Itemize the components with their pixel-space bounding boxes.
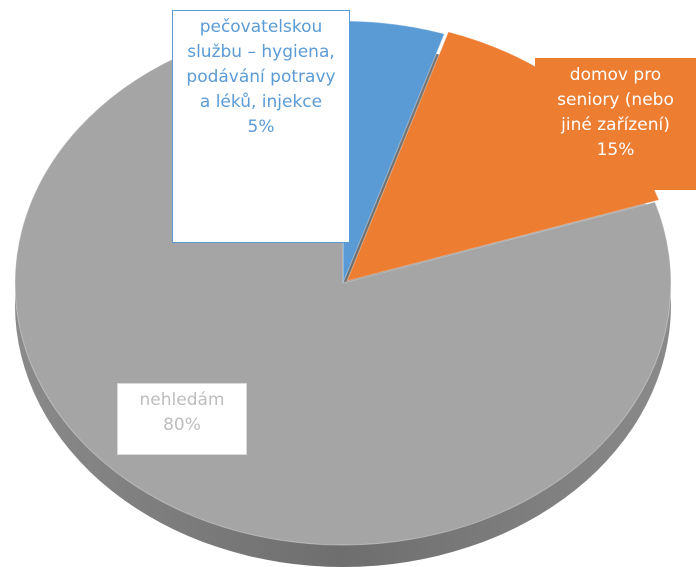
data-label: domov pro seniory (nebo jiné zařízení) 15… [535, 58, 696, 190]
category-label: nehledám [139, 390, 225, 410]
value-label: 15% [596, 140, 635, 160]
value-label: 80% [163, 415, 201, 435]
value-label: 5% [247, 117, 275, 137]
category-label: pečovatelskou službu – hygiena, podávání… [186, 17, 336, 112]
data-label: nehledám 80% [117, 383, 247, 455]
data-label: pečovatelskou službu – hygiena, podávání… [172, 10, 350, 243]
category-label: domov pro seniory (nebo jiné zařízení) [557, 65, 674, 135]
